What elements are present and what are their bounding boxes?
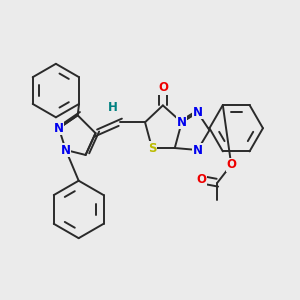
- Text: H: H: [107, 101, 117, 114]
- Text: S: S: [148, 142, 156, 154]
- Text: N: N: [193, 143, 202, 157]
- Text: O: O: [158, 81, 168, 94]
- Text: N: N: [54, 122, 64, 135]
- Text: N: N: [177, 116, 187, 129]
- Text: N: N: [61, 143, 71, 157]
- Text: N: N: [193, 106, 202, 119]
- Text: O: O: [196, 173, 206, 186]
- Text: O: O: [226, 158, 236, 171]
